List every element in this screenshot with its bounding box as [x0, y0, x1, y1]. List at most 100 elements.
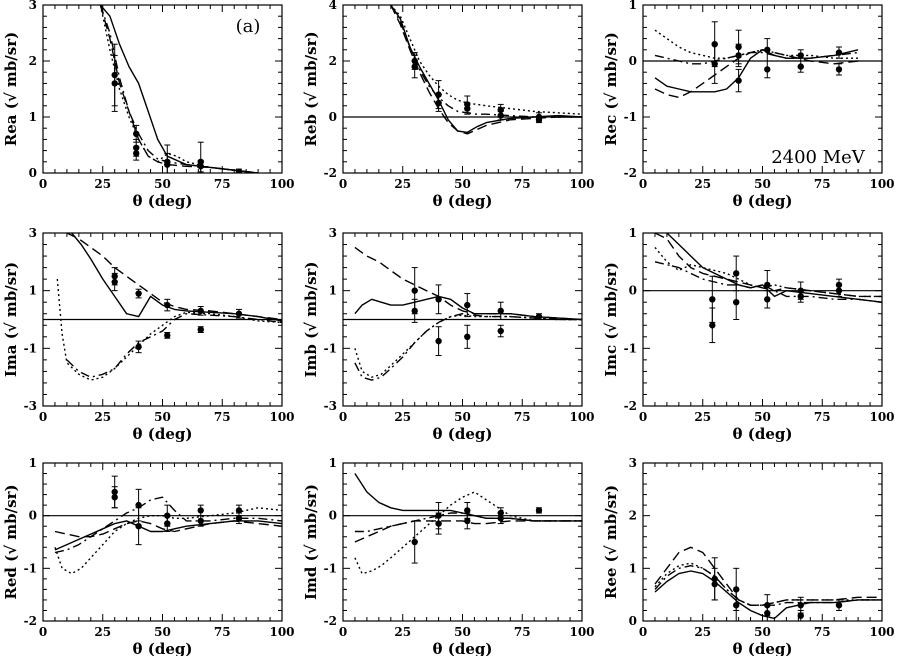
x-tick-label: 50 — [154, 410, 171, 424]
y-tick-label: -1 — [324, 341, 337, 355]
y-tick-label: -1 — [24, 561, 37, 575]
panel-imd: 0 25 50 75 100 -2 -1 0 1 θ (deg) Imd (√ mb/sr) — [302, 456, 595, 658]
data-point — [535, 507, 543, 514]
data-point — [135, 290, 142, 297]
y-tick-label: 1 — [329, 284, 337, 298]
y-axis-label: Red (√ mb/sr) — [2, 484, 20, 599]
series-dashed — [99, 5, 259, 173]
data-point — [764, 66, 771, 73]
series-solid — [654, 570, 882, 620]
data-point — [497, 327, 504, 335]
data-point — [197, 307, 204, 315]
x-tick-label: 0 — [39, 177, 47, 191]
x-tick-label: 100 — [269, 625, 294, 639]
x-tick-label: 75 — [214, 625, 231, 639]
y-tick-label: 3 — [29, 0, 37, 12]
axis-frame — [342, 4, 583, 174]
curves — [56, 233, 282, 381]
x-tick-label: 75 — [814, 177, 831, 191]
y-tick-label: -3 — [324, 399, 337, 413]
x-tick-label: 100 — [569, 177, 594, 191]
data-point — [164, 301, 171, 309]
panel-ree: 0 25 50 75 100 0 1 2 3 θ (deg) Ree (√ mb/sr) — [602, 456, 895, 658]
x-tick-label: 75 — [214, 410, 231, 424]
panel-ima: 0 25 50 75 100 -3 -1 1 3 θ (deg) Ima (√ mb/sr) — [2, 226, 295, 443]
curves — [99, 5, 259, 173]
data-point — [197, 326, 204, 333]
data-point — [764, 609, 771, 617]
y-axis-label: Imb (√ mb/sr) — [302, 261, 320, 377]
series-solid — [666, 233, 882, 303]
x-tick-label: 75 — [514, 410, 531, 424]
x-tick-label: 50 — [754, 177, 771, 191]
data-point — [411, 287, 418, 294]
data-point — [733, 602, 740, 609]
data-point — [464, 333, 471, 340]
data-point — [197, 517, 204, 525]
x-tick-label: 75 — [814, 625, 831, 639]
x-axis-label: θ (deg) — [133, 640, 193, 656]
x-tick-label: 25 — [694, 625, 711, 639]
data-point — [711, 580, 718, 588]
data-point — [797, 612, 804, 619]
panel-imb: 0 25 50 75 100 -3 -1 1 3 θ (deg) Imb (√ mb/sr) — [302, 226, 595, 443]
data-point — [135, 523, 142, 530]
data-point — [197, 163, 204, 170]
x-tick-label: 100 — [569, 410, 594, 424]
data-point — [464, 517, 471, 525]
data-point — [497, 307, 504, 315]
x-axis-label: θ (deg) — [733, 640, 793, 656]
y-tick-label: -2 — [324, 614, 337, 628]
data-point — [464, 301, 471, 309]
y-axis-label: Imc (√ mb/sr) — [602, 262, 620, 377]
series-dotted — [56, 279, 282, 381]
y-tick-label: 1 — [629, 0, 637, 12]
x-tick-label: 0 — [39, 625, 47, 639]
x-axis-label: θ (deg) — [433, 640, 493, 656]
y-tick-label: 1 — [629, 561, 637, 575]
series-solid — [71, 233, 282, 322]
y-tick-label: 2 — [29, 54, 37, 68]
x-tick-label: 50 — [454, 410, 471, 424]
series-dashdot — [54, 496, 282, 554]
data-point — [835, 49, 843, 56]
series-dotted — [354, 314, 582, 378]
series-dashed — [654, 233, 882, 298]
x-tick-label: 50 — [454, 625, 471, 639]
panel-tag: (a) — [236, 16, 261, 37]
data-point — [111, 494, 118, 501]
axis-frame — [342, 462, 583, 622]
y-axis-label: Reb (√ mb/sr) — [302, 31, 320, 146]
y-tick-label: 0 — [629, 614, 637, 628]
data-point — [735, 77, 742, 84]
x-axis-label: θ (deg) — [433, 192, 493, 210]
y-tick-label: -1 — [624, 341, 637, 355]
data-point — [435, 99, 442, 107]
axis-frame — [42, 462, 283, 622]
y-tick-label: 0 — [329, 509, 337, 523]
x-tick-label: 25 — [94, 177, 111, 191]
data-point — [411, 63, 418, 70]
data-point — [135, 343, 142, 351]
data-point — [235, 515, 243, 522]
series-solid — [390, 5, 582, 134]
series-dashdot — [354, 313, 582, 381]
y-tick-label: 0 — [29, 509, 37, 523]
y-tick-label: 0 — [629, 54, 637, 68]
y-axis-label: Ree (√ mb/sr) — [602, 485, 620, 599]
y-tick-label: 3 — [29, 226, 37, 240]
x-tick-label: 100 — [269, 410, 294, 424]
data-point — [764, 281, 771, 289]
x-axis-label: θ (deg) — [133, 192, 193, 210]
y-tick-label: -1 — [624, 110, 637, 124]
x-tick-label: 25 — [394, 625, 411, 639]
series-dashed — [654, 546, 882, 606]
data-point — [497, 515, 504, 522]
data-point — [797, 602, 804, 609]
data-point — [235, 168, 243, 173]
x-tick-label: 0 — [339, 625, 347, 639]
data-point — [733, 299, 740, 306]
data-point — [164, 161, 171, 168]
x-tick-label: 75 — [514, 177, 531, 191]
series-dashdot — [654, 565, 882, 606]
